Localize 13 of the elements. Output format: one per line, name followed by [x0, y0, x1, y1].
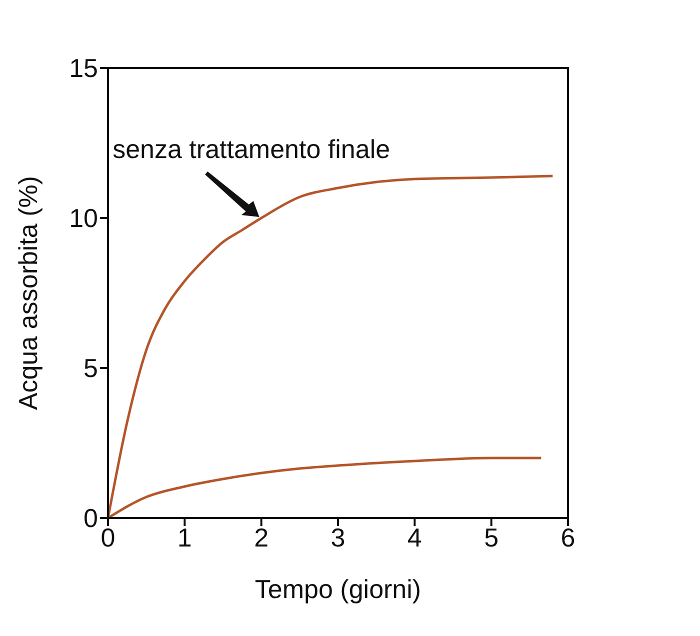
y-axis-title: Acqua assorbita (%) [13, 176, 44, 410]
x-tick-label: 3 [330, 522, 346, 552]
y-tick-label: 5 [84, 353, 98, 384]
y-tick-label: 10 [69, 203, 98, 234]
y-tick-label: 15 [69, 53, 98, 84]
x-tick-label: 2 [254, 522, 269, 552]
x-axis-title: Tempo (giorni) [254, 574, 422, 604]
x-tick-label: 5 [484, 522, 499, 552]
y-tick-label: 0 [84, 503, 98, 534]
x-tick-label: 1 [177, 522, 192, 552]
annotation: senza trattamento finale [112, 134, 390, 164]
x-tick-label: 6 [560, 522, 576, 552]
x-tick-label: 4 [407, 522, 422, 552]
